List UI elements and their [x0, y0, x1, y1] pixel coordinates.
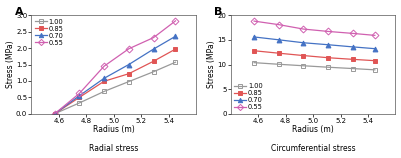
Y-axis label: Stress (MPa): Stress (MPa) — [6, 41, 14, 88]
0.85 — [276, 52, 281, 54]
0.85 — [151, 60, 156, 62]
Line: 1.00: 1.00 — [52, 60, 178, 116]
1.00 — [52, 113, 57, 115]
Y-axis label: Stress (MPa): Stress (MPa) — [207, 41, 216, 88]
Line: 1.00: 1.00 — [252, 60, 377, 72]
0.55 — [373, 34, 377, 36]
1.00 — [252, 62, 257, 64]
0.85 — [52, 113, 57, 115]
0.55 — [151, 37, 156, 39]
Legend: 1.00, 0.85, 0.70, 0.55: 1.00, 0.85, 0.70, 0.55 — [233, 83, 263, 111]
Line: 0.70: 0.70 — [52, 34, 178, 116]
1.00 — [126, 81, 131, 82]
Line: 0.55: 0.55 — [52, 18, 178, 116]
0.55 — [326, 30, 330, 32]
Line: 0.85: 0.85 — [52, 47, 178, 116]
1.00 — [350, 68, 355, 70]
0.85 — [126, 73, 131, 75]
0.70 — [373, 48, 377, 50]
Line: 0.70: 0.70 — [252, 34, 377, 51]
X-axis label: Radius (m): Radius (m) — [93, 125, 135, 134]
Title: Circumferential stress: Circumferential stress — [271, 144, 355, 153]
1.00 — [301, 65, 306, 67]
0.55 — [77, 92, 82, 94]
0.85 — [102, 80, 107, 82]
0.85 — [326, 57, 330, 59]
Title: Radial stress: Radial stress — [89, 144, 138, 153]
0.70 — [252, 36, 257, 38]
0.55 — [301, 28, 306, 30]
0.70 — [350, 46, 355, 48]
0.55 — [276, 24, 281, 26]
0.70 — [301, 42, 306, 44]
Line: 0.85: 0.85 — [252, 48, 377, 63]
0.55 — [52, 113, 57, 115]
0.55 — [173, 20, 178, 22]
Text: B: B — [214, 7, 223, 17]
1.00 — [276, 63, 281, 65]
0.85 — [77, 96, 82, 98]
Line: 0.55: 0.55 — [252, 19, 377, 38]
0.85 — [373, 60, 377, 62]
1.00 — [151, 71, 156, 73]
0.70 — [77, 95, 82, 97]
0.70 — [52, 113, 57, 115]
X-axis label: Radius (m): Radius (m) — [292, 125, 334, 134]
0.55 — [350, 32, 355, 34]
0.70 — [326, 44, 330, 46]
Legend: 1.00, 0.85, 0.70, 0.55: 1.00, 0.85, 0.70, 0.55 — [34, 18, 64, 46]
0.70 — [151, 48, 156, 50]
1.00 — [326, 66, 330, 68]
0.70 — [126, 64, 131, 65]
0.70 — [102, 77, 107, 79]
0.85 — [252, 50, 257, 52]
Text: A: A — [15, 7, 24, 17]
0.70 — [173, 35, 178, 37]
1.00 — [102, 91, 107, 92]
1.00 — [173, 61, 178, 63]
0.55 — [126, 48, 131, 50]
0.85 — [301, 55, 306, 57]
1.00 — [77, 102, 82, 104]
0.55 — [252, 20, 257, 22]
1.00 — [373, 69, 377, 71]
0.85 — [173, 48, 178, 50]
0.55 — [102, 65, 107, 67]
0.70 — [276, 39, 281, 41]
0.85 — [350, 58, 355, 60]
